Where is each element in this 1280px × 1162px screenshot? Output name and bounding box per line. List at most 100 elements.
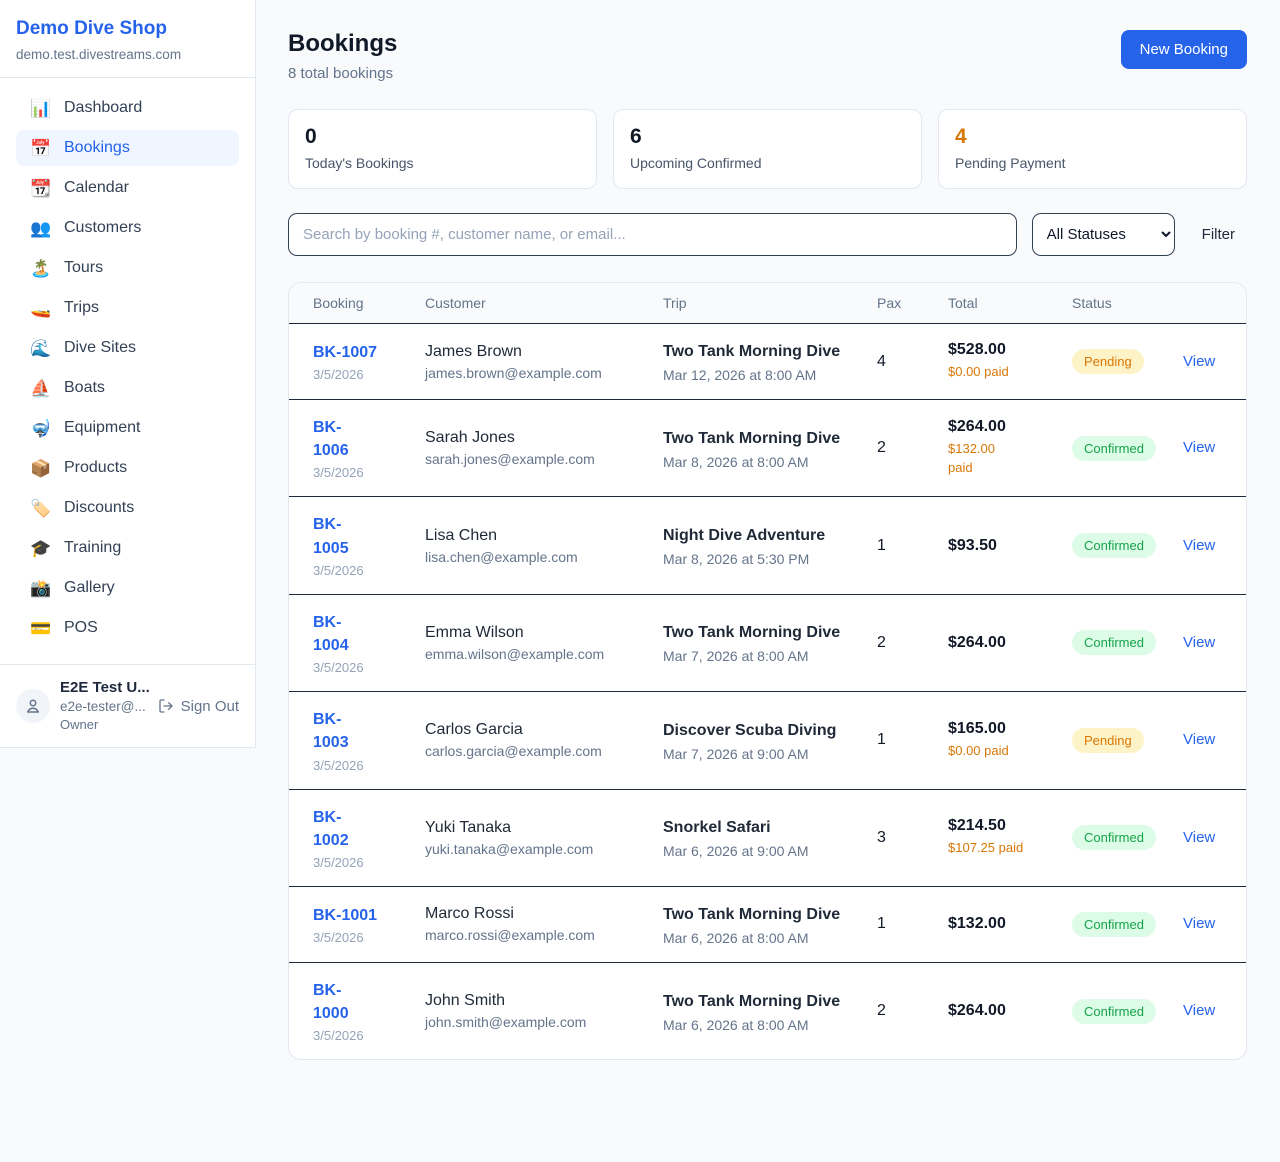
sidebar-item-training[interactable]: 🎓 Training: [16, 530, 239, 566]
booking-id-link[interactable]: BK-1007: [313, 343, 378, 361]
stat-value: 6: [630, 125, 642, 148]
paid-amount: $0.00 paid: [948, 364, 1009, 380]
booking-date: 3/5/2026: [313, 854, 364, 870]
booking-id-link[interactable]: BK- 1006: [313, 419, 349, 460]
status-cell: Pending: [1072, 349, 1183, 374]
customer-name: Emma Wilson: [425, 623, 524, 641]
total-amount: $93.50: [948, 536, 997, 554]
sidebar-item-tours[interactable]: 🏝️ Tours: [16, 250, 239, 286]
filter-button[interactable]: Filter: [1190, 226, 1247, 243]
column-header: Customer: [425, 295, 486, 311]
table-body: BK-1007 3/5/2026 James Brown james.brown…: [289, 324, 1246, 1059]
trip-name: Two Tank Morning Dive: [663, 429, 841, 447]
total-cell: $264.00: [948, 634, 1072, 652]
view-link[interactable]: View: [1183, 439, 1216, 457]
customer-email: lisa.chen@example.com: [425, 548, 578, 565]
user-icon: [27, 699, 39, 713]
table-row: BK- 1006 3/5/2026 Sarah Jones sarah.jone…: [289, 400, 1246, 498]
table-row: BK- 1004 3/5/2026 Emma Wilson emma.wilso…: [289, 595, 1246, 693]
sidebar-item-dashboard[interactable]: 📊 Dashboard: [16, 90, 239, 126]
action-cell: View: [1183, 1002, 1222, 1020]
booking-cell: BK- 1003 3/5/2026: [313, 708, 425, 772]
booking-date: 3/5/2026: [313, 929, 364, 945]
avatar: [16, 689, 50, 723]
action-cell: View: [1183, 537, 1222, 555]
nav-icon: 🏝️: [30, 258, 52, 278]
total-cell: $93.50: [948, 537, 1072, 555]
customer-cell: John Smith john.smith@example.com: [425, 992, 663, 1030]
booking-cell: BK- 1006 3/5/2026: [313, 416, 425, 480]
view-link[interactable]: View: [1183, 536, 1216, 554]
customer-cell: Carlos Garcia carlos.garcia@example.com: [425, 721, 663, 759]
sidebar-item-calendar[interactable]: 📆 Calendar: [16, 170, 239, 206]
trip-datetime: Mar 12, 2026 at 8:00 AM: [663, 367, 817, 383]
sign-out-button[interactable]: Sign Out: [158, 698, 239, 715]
new-booking-button[interactable]: New Booking: [1120, 30, 1247, 69]
booking-id-link[interactable]: BK- 1003: [313, 711, 349, 752]
nav-icon: 🤿: [30, 418, 52, 438]
view-link[interactable]: View: [1183, 828, 1216, 846]
booking-id-link[interactable]: BK- 1005: [313, 516, 349, 557]
stat-label: Today's Bookings: [305, 155, 414, 171]
trip-datetime: Mar 6, 2026 at 8:00 AM: [663, 1016, 809, 1033]
view-link[interactable]: View: [1183, 633, 1216, 651]
table-row: BK- 1005 3/5/2026 Lisa Chen lisa.chen@ex…: [289, 497, 1246, 595]
total-cell: $264.00: [948, 1002, 1072, 1020]
sidebar-item-bookings[interactable]: 📅 Bookings: [16, 130, 239, 166]
status-badge: Confirmed: [1072, 630, 1156, 656]
booking-id-link[interactable]: BK-1001: [313, 906, 378, 924]
trip-cell: Two Tank Morning Dive Mar 7, 2026 at 8:0…: [663, 621, 877, 664]
action-cell: View: [1183, 439, 1222, 457]
sidebar-item-products[interactable]: 📦 Products: [16, 450, 239, 486]
action-cell: View: [1183, 731, 1222, 749]
customer-email: james.brown@example.com: [425, 364, 602, 381]
total-amount: $132.00: [948, 915, 1006, 933]
stat-card: 6 Upcoming Confirmed: [613, 109, 922, 189]
booking-id-link[interactable]: BK- 1004: [313, 613, 349, 654]
trip-cell: Discover Scuba Diving Mar 7, 2026 at 9:0…: [663, 719, 877, 762]
view-link[interactable]: View: [1183, 915, 1216, 933]
table-row: BK-1001 3/5/2026 Marco Rossi marco.rossi…: [289, 887, 1246, 963]
sidebar-item-customers[interactable]: 👥 Customers: [16, 210, 239, 246]
sidebar-item-dive-sites[interactable]: 🌊 Dive Sites: [16, 330, 239, 366]
customer-cell: Sarah Jones sarah.jones@example.com: [425, 429, 663, 467]
stat-card: 4 Pending Payment: [938, 109, 1247, 189]
status-cell: Confirmed: [1072, 998, 1183, 1024]
view-link[interactable]: View: [1183, 352, 1216, 370]
column-header: Total: [948, 295, 978, 311]
sidebar-item-trips[interactable]: 🚤 Trips: [16, 290, 239, 326]
sidebar-item-label: POS: [64, 619, 98, 636]
sidebar-item-label: Gallery: [64, 579, 115, 596]
nav-icon: 👥: [30, 218, 52, 238]
sidebar-item-gallery[interactable]: 📸 Gallery: [16, 570, 239, 606]
column-header: Pax: [877, 295, 902, 311]
booking-id-link[interactable]: BK- 1000: [313, 981, 349, 1023]
customer-cell: Emma Wilson emma.wilson@example.com: [425, 624, 663, 662]
action-cell: View: [1183, 829, 1222, 847]
status-select[interactable]: All Statuses: [1031, 213, 1175, 256]
search-input[interactable]: [288, 213, 1017, 256]
booking-id-link[interactable]: BK- 1002: [313, 808, 349, 849]
paid-amount: $132.00 paid: [948, 441, 995, 476]
table-header: Booking Customer Trip Pax Total Status: [289, 283, 1246, 324]
booking-cell: BK- 1000 3/5/2026: [313, 979, 425, 1043]
page-header: Bookings 8 total bookings New Booking: [288, 30, 1247, 82]
sidebar-item-equipment[interactable]: 🤿 Equipment: [16, 410, 239, 446]
status-badge: Confirmed: [1072, 435, 1156, 461]
nav-icon: 🌊: [30, 338, 52, 358]
booking-date: 3/5/2026: [313, 1028, 364, 1044]
sidebar-item-label: Customers: [64, 219, 142, 236]
sidebar-item-pos[interactable]: 💳 POS: [16, 610, 239, 646]
trip-datetime: Mar 7, 2026 at 8:00 AM: [663, 648, 809, 665]
trip-cell: Two Tank Morning Dive Mar 6, 2026 at 8:0…: [663, 990, 877, 1033]
sidebar-item-label: Trips: [64, 299, 99, 316]
status-cell: Confirmed: [1072, 825, 1183, 851]
sidebar-header: Demo Dive Shop demo.test.divestreams.com: [0, 0, 255, 78]
view-link[interactable]: View: [1183, 731, 1216, 749]
sidebar-item-discounts[interactable]: 🏷️ Discounts: [16, 490, 239, 526]
sidebar-item-boats[interactable]: ⛵ Boats: [16, 370, 239, 406]
view-link[interactable]: View: [1183, 1002, 1216, 1020]
paid-amount: $107.25 paid: [948, 840, 1024, 856]
table-row: BK-1007 3/5/2026 James Brown james.brown…: [289, 324, 1246, 400]
table-row: BK- 1003 3/5/2026 Carlos Garcia carlos.g…: [289, 692, 1246, 790]
